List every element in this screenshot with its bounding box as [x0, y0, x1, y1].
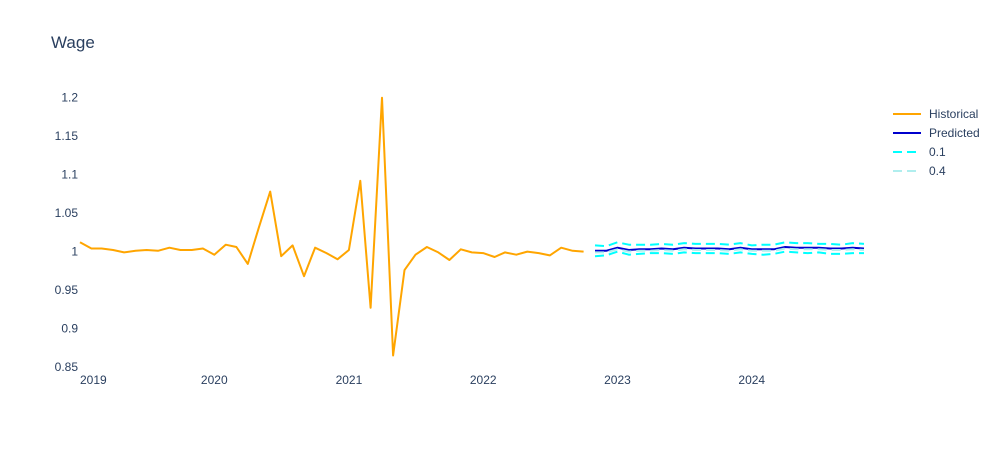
y-tick-label: 1.05 [55, 206, 79, 220]
x-tick-label: 2024 [738, 373, 765, 387]
plot-area [80, 98, 864, 356]
x-tick-label: 2019 [80, 373, 107, 387]
x-tick-label: 2021 [336, 373, 363, 387]
x-tick-label: 2022 [470, 373, 497, 387]
y-tick-label: 0.95 [55, 283, 79, 297]
y-tick-label: 1 [71, 245, 78, 259]
legend: Historical Predicted 0.1 0.4 [893, 107, 980, 178]
legend-label[interactable]: 0.4 [929, 164, 946, 178]
x-tick-label: 2023 [604, 373, 631, 387]
y-tick-label: 1.15 [55, 129, 79, 143]
legend-label[interactable]: Historical [929, 107, 978, 121]
y-axis-ticks: 0.85 0.9 0.95 1 1.05 1.1 1.15 1.2 [55, 91, 79, 374]
legend-label[interactable]: Predicted [929, 126, 980, 140]
y-tick-label: 1.1 [61, 168, 78, 182]
x-tick-label: 2020 [201, 373, 228, 387]
y-tick-label: 0.85 [55, 360, 79, 374]
series-line-Historical [80, 98, 584, 356]
x-axis-ticks: 2019 2020 2021 2022 2023 2024 [80, 373, 765, 387]
series-line-0-1 [595, 252, 864, 257]
legend-label[interactable]: 0.1 [929, 145, 946, 159]
y-tick-label: 0.9 [61, 322, 78, 336]
y-tick-label: 1.2 [61, 91, 78, 105]
series-line-upper [595, 242, 864, 246]
